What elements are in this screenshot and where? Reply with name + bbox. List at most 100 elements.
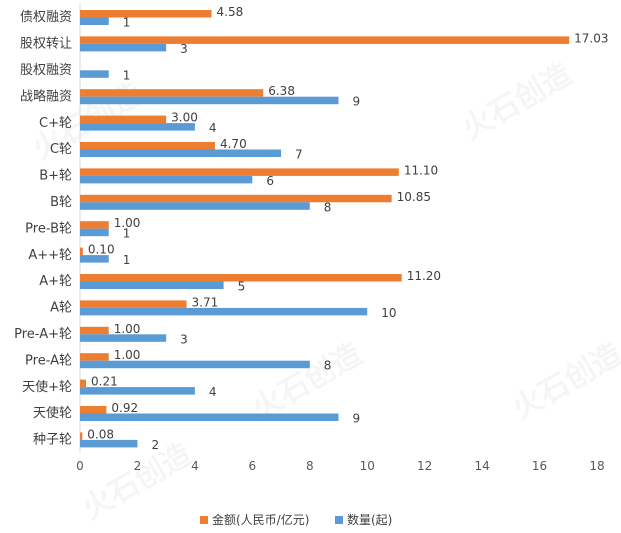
count-bar [80, 123, 195, 131]
legend-swatch-count [335, 516, 343, 524]
count-data-label: 3 [180, 332, 188, 346]
category-label: Pre-A+轮 [14, 327, 72, 342]
x-tick-label: 18 [589, 459, 604, 473]
count-bar [80, 255, 109, 263]
category-label: 天使+轮 [22, 379, 72, 395]
amount-bar [80, 115, 167, 124]
count-data-label: 1 [123, 227, 131, 241]
x-tick-label: 16 [532, 459, 547, 473]
amount-bar [80, 194, 392, 203]
legend-swatch-amount [200, 516, 208, 524]
amount-data-label: 0.08 [87, 427, 114, 441]
amount-data-label: 17.03 [574, 31, 608, 45]
x-tick-label: 14 [474, 459, 489, 473]
amount-bar [80, 406, 107, 414]
count-data-label: 3 [180, 42, 188, 56]
category-label: C轮 [50, 142, 72, 157]
category-label: C+轮 [39, 116, 72, 131]
amount-bar [80, 168, 399, 176]
count-data-label: 7 [295, 148, 303, 162]
watermark-text: 火石创造 [507, 337, 621, 427]
x-tick-label: 8 [306, 459, 314, 473]
category-label: 种子轮 [33, 433, 72, 448]
count-bar [80, 149, 282, 157]
amount-bar [80, 300, 187, 308]
amount-data-label: 1.00 [114, 322, 141, 336]
amount-data-label: 3.00 [171, 111, 198, 125]
amount-data-label: 3.71 [192, 295, 219, 309]
count-data-label: 6 [266, 174, 274, 188]
count-bar [80, 43, 167, 52]
amount-data-label: 1.00 [114, 348, 141, 362]
x-tick-label: 4 [191, 459, 199, 473]
amount-data-label: 4.70 [220, 137, 247, 151]
count-data-label: 9 [353, 412, 361, 426]
count-bar [80, 439, 138, 448]
amount-data-label: 0.21 [91, 375, 118, 389]
amount-data-label: 4.58 [217, 5, 244, 19]
count-data-label: 5 [238, 280, 246, 294]
category-label: 天使轮 [33, 405, 72, 421]
category-label: B轮 [50, 195, 72, 210]
count-bar [80, 281, 224, 289]
count-data-label: 1 [123, 16, 131, 30]
category-label: Pre-A轮 [25, 353, 72, 368]
amount-data-label: 0.92 [111, 401, 138, 415]
amount-bar [80, 221, 109, 229]
count-bar [80, 413, 339, 421]
amount-bar [80, 432, 83, 440]
count-data-label: 8 [324, 359, 332, 373]
count-data-label: 1 [123, 253, 131, 267]
amount-bar [80, 89, 264, 97]
amount-bar [80, 36, 570, 44]
count-bar [80, 387, 195, 395]
amount-data-label: 0.10 [88, 243, 115, 257]
count-data-label: 4 [209, 121, 217, 135]
x-tick-label: 2 [134, 459, 142, 473]
legend-label-count: 数量(起) [347, 512, 392, 527]
category-label: A++轮 [28, 248, 72, 263]
category-label: 债权融资 [20, 9, 72, 25]
x-tick-label: 10 [360, 459, 375, 473]
category-label: A轮 [50, 301, 72, 316]
watermark-text: 火石创造 [457, 57, 578, 147]
count-bar [80, 360, 310, 369]
category-label: A+轮 [39, 274, 72, 289]
x-tick-label: 12 [417, 459, 432, 473]
category-label: 股权融资 [20, 62, 72, 78]
legend-label-amount: 金额(人民币/亿元) [212, 512, 309, 527]
amount-data-label: 6.38 [268, 84, 295, 98]
count-bar [80, 175, 253, 184]
count-data-label: 1 [123, 68, 131, 82]
amount-data-label: 11.20 [407, 269, 441, 283]
category-label: 战略融资 [20, 88, 72, 104]
count-bar [80, 70, 109, 78]
count-data-label: 10 [381, 306, 396, 320]
amount-data-label: 10.85 [397, 190, 431, 204]
amount-bar [80, 10, 212, 18]
amount-bar [80, 247, 83, 256]
count-data-label: 9 [353, 95, 361, 109]
category-label: B+轮 [39, 169, 72, 184]
count-bar [80, 17, 109, 25]
count-bar [80, 334, 167, 342]
count-bar [80, 228, 109, 237]
count-data-label: 4 [209, 385, 217, 399]
amount-data-label: 1.00 [114, 216, 141, 230]
x-tick-label: 6 [249, 459, 257, 473]
count-data-label: 8 [324, 200, 332, 214]
category-label: 股权转让 [20, 36, 72, 52]
watermark-text: 火石创造 [77, 437, 198, 527]
count-bar [80, 307, 368, 316]
amount-bar [80, 379, 87, 388]
count-bar [80, 202, 310, 210]
amount-bar [80, 353, 109, 361]
watermark-text: 火石创造 [247, 337, 368, 427]
amount-bar [80, 274, 402, 282]
category-label: Pre-B轮 [25, 221, 72, 236]
count-data-label: 2 [151, 438, 159, 452]
x-tick-label: 0 [76, 459, 84, 473]
amount-bar [80, 326, 109, 335]
amount-bar [80, 142, 215, 150]
